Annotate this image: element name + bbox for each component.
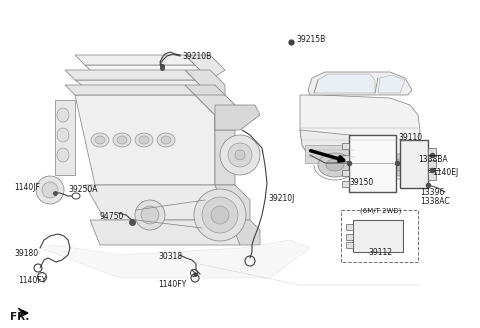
Polygon shape	[18, 308, 28, 318]
Polygon shape	[85, 65, 210, 80]
Polygon shape	[195, 95, 235, 130]
Ellipse shape	[42, 182, 58, 198]
Text: 1140JF: 1140JF	[14, 183, 40, 192]
Polygon shape	[40, 240, 310, 278]
Bar	[342, 181, 349, 187]
Polygon shape	[55, 100, 75, 175]
Bar	[342, 143, 349, 149]
Ellipse shape	[161, 136, 171, 144]
Ellipse shape	[91, 133, 109, 147]
Text: 39112: 39112	[368, 248, 392, 257]
Ellipse shape	[113, 133, 131, 147]
Ellipse shape	[117, 136, 127, 144]
Polygon shape	[185, 55, 225, 80]
Polygon shape	[65, 70, 195, 80]
Text: 39110: 39110	[398, 133, 422, 142]
Ellipse shape	[135, 200, 165, 230]
Ellipse shape	[235, 150, 245, 160]
Bar	[346, 242, 353, 248]
Text: 39215B: 39215B	[296, 35, 325, 44]
Ellipse shape	[385, 154, 415, 176]
Polygon shape	[308, 72, 412, 95]
Polygon shape	[185, 85, 235, 185]
Bar	[353, 220, 403, 252]
Ellipse shape	[135, 133, 153, 147]
Bar	[342, 170, 349, 176]
Polygon shape	[85, 185, 230, 220]
Bar	[428, 172, 436, 180]
Text: 1338AC: 1338AC	[420, 197, 450, 206]
Text: 39210B: 39210B	[182, 52, 211, 61]
Ellipse shape	[141, 206, 159, 224]
Polygon shape	[215, 185, 250, 220]
Polygon shape	[378, 75, 405, 93]
Bar	[400, 140, 428, 188]
Ellipse shape	[318, 153, 352, 177]
Ellipse shape	[57, 148, 69, 162]
Text: 39210J: 39210J	[268, 194, 294, 203]
Polygon shape	[75, 55, 195, 65]
Bar	[346, 234, 353, 240]
Text: 94750: 94750	[100, 212, 124, 221]
Bar	[428, 148, 436, 156]
Text: 1338BA: 1338BA	[418, 155, 448, 164]
Text: FR.: FR.	[10, 312, 29, 322]
Bar	[346, 224, 353, 230]
Polygon shape	[300, 130, 370, 160]
Bar	[342, 155, 349, 161]
Polygon shape	[300, 95, 420, 165]
Ellipse shape	[57, 108, 69, 122]
Ellipse shape	[139, 136, 149, 144]
Ellipse shape	[157, 133, 175, 147]
Bar	[341, 210, 418, 262]
Text: 1140EJ: 1140EJ	[432, 168, 458, 177]
Ellipse shape	[194, 189, 246, 241]
Ellipse shape	[57, 128, 69, 142]
Bar	[349, 135, 396, 192]
Text: 1140FY: 1140FY	[18, 276, 46, 285]
Text: 39150: 39150	[349, 178, 373, 187]
Ellipse shape	[228, 143, 252, 167]
Polygon shape	[75, 80, 210, 95]
Ellipse shape	[202, 197, 238, 233]
Text: 1140FY: 1140FY	[158, 280, 186, 289]
Polygon shape	[230, 220, 260, 245]
Polygon shape	[185, 70, 225, 95]
Text: 13396: 13396	[420, 188, 444, 197]
Ellipse shape	[36, 176, 64, 204]
Ellipse shape	[95, 136, 105, 144]
Bar	[428, 160, 436, 168]
Polygon shape	[90, 220, 240, 245]
Ellipse shape	[220, 135, 260, 175]
Bar	[305, 145, 355, 163]
Text: 39250A: 39250A	[68, 185, 97, 194]
Polygon shape	[65, 85, 195, 95]
Polygon shape	[215, 105, 260, 130]
Ellipse shape	[211, 206, 229, 224]
Polygon shape	[75, 95, 215, 185]
Text: 39180: 39180	[14, 249, 38, 258]
Text: (6M/T 2WD): (6M/T 2WD)	[360, 208, 401, 215]
Ellipse shape	[392, 159, 408, 171]
Ellipse shape	[326, 159, 344, 171]
Polygon shape	[314, 74, 375, 93]
Text: 30318: 30318	[158, 252, 182, 261]
